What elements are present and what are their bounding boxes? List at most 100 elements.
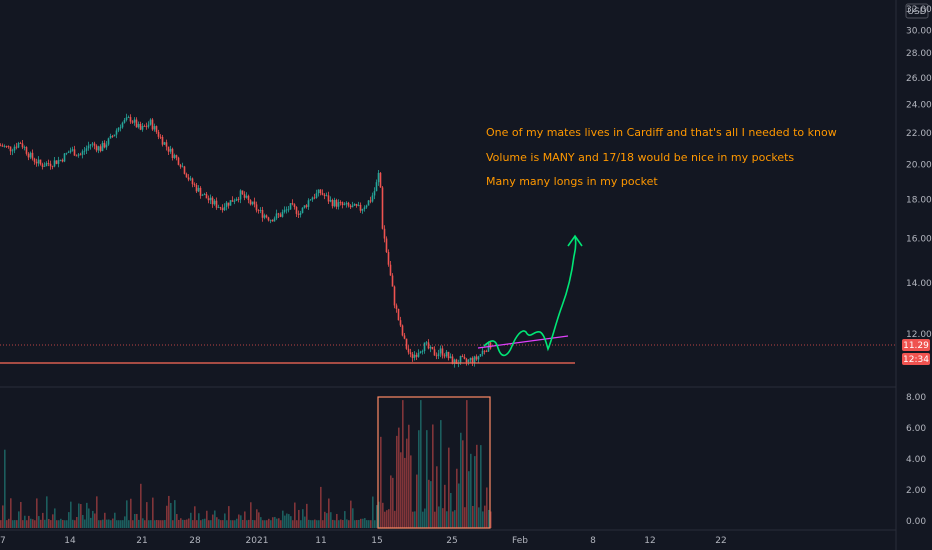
volume-bar <box>266 520 268 528</box>
volume-bar <box>172 520 174 528</box>
candle-body <box>53 160 56 167</box>
candle-body <box>363 207 366 209</box>
candle-body <box>327 195 330 202</box>
price-tick-label: 14.00 <box>906 279 932 289</box>
candle-body <box>423 342 426 352</box>
candle-body <box>435 355 438 357</box>
candle-body <box>109 135 112 139</box>
volume-bar <box>274 516 276 528</box>
volume-bar <box>460 432 462 528</box>
candle-body <box>383 228 386 239</box>
volume-bar <box>370 520 372 528</box>
candle-body <box>155 126 158 132</box>
candle-body <box>281 212 284 217</box>
volume-bar <box>136 513 138 528</box>
volume-bar <box>208 520 210 528</box>
volume-bar <box>244 511 246 528</box>
annotation-cardiff[interactable]: One of my mates lives in Cardiff and tha… <box>486 126 837 139</box>
volume-bar <box>154 520 156 528</box>
candle-body <box>261 210 264 218</box>
annotation-longs[interactable]: Many many longs in my pocket <box>486 175 658 188</box>
candle-body <box>307 200 310 207</box>
candle-body <box>395 305 398 309</box>
volume-bar <box>32 519 34 528</box>
candle-body <box>467 359 470 363</box>
countdown-tag <box>902 353 930 365</box>
candle-body <box>277 213 280 215</box>
volume-bar <box>170 502 172 528</box>
time-axis[interactable]: 7 14 21 28 2021 11 15 25 Feb 8 12 22 <box>0 536 727 546</box>
volume-bar <box>360 518 362 528</box>
volume-bar <box>422 511 424 528</box>
candle-body <box>27 153 30 158</box>
volume-bar <box>42 512 44 528</box>
volume-bar <box>478 507 480 528</box>
candle-body <box>231 200 234 202</box>
annotation-volume[interactable]: Volume is MANY and 17/18 would be nice i… <box>486 151 794 164</box>
candle-body <box>203 194 206 196</box>
volume-bar <box>76 517 78 528</box>
volume-bar <box>90 517 92 528</box>
candle-body <box>213 200 216 205</box>
trend-line[interactable] <box>477 335 569 349</box>
volume-bar <box>202 519 204 528</box>
candle-body <box>397 308 400 321</box>
volume-bar <box>282 510 284 528</box>
candle-body <box>105 144 108 148</box>
candle-body <box>15 146 18 148</box>
time-tick-label: 21 <box>136 536 147 546</box>
volume-bar <box>232 520 234 528</box>
volume-bar <box>142 518 144 528</box>
candle-body <box>243 194 246 198</box>
candle-body <box>273 218 276 222</box>
price-axis[interactable]: 32.00 30.00 28.00 26.00 24.00 22.00 20.00 18.00… <box>906 5 932 340</box>
price-tick-label: 12.00 <box>906 330 932 340</box>
volume-bar <box>130 498 132 528</box>
volume-bar <box>252 519 254 528</box>
currency-badge[interactable] <box>905 3 929 19</box>
volume-bar <box>300 520 302 528</box>
candle-body <box>349 205 352 208</box>
candle-body <box>141 125 144 130</box>
forecast-path[interactable] <box>483 235 577 357</box>
candle-body <box>263 215 266 218</box>
volume-bar <box>160 520 162 528</box>
candle-body <box>389 264 392 276</box>
candle-body <box>303 205 306 208</box>
candle-body <box>121 122 124 128</box>
candle-body <box>49 163 52 167</box>
volume-bar <box>6 520 8 528</box>
volume-bar <box>40 519 42 528</box>
volume-bar <box>462 440 464 528</box>
volume-bar <box>128 520 130 528</box>
price-tick-label: 22.00 <box>906 129 932 139</box>
candle-body <box>471 357 474 363</box>
volume-bar <box>440 420 442 528</box>
volume-bar <box>482 511 484 528</box>
volume-bar <box>10 498 12 528</box>
volume-bar <box>290 516 292 528</box>
volume-bar <box>246 520 248 528</box>
candle-body <box>441 348 444 356</box>
candle-body <box>267 217 270 221</box>
volume-bar <box>118 520 120 528</box>
time-tick-label: 11 <box>315 536 326 546</box>
volume-axis[interactable]: 8.00 6.00 4.00 2.00 0.00 <box>906 393 926 527</box>
candle-body <box>339 202 342 204</box>
candle-body <box>371 195 374 202</box>
volume-bar <box>50 520 52 528</box>
volume-bar <box>204 518 206 528</box>
candle-body <box>247 195 250 201</box>
candle-body <box>315 193 318 198</box>
volume-bar <box>200 520 202 528</box>
volume-bar <box>198 513 200 528</box>
candle-body <box>259 210 262 211</box>
volume-bar <box>218 519 220 528</box>
volume-bar <box>380 436 382 528</box>
candle-body <box>73 149 76 156</box>
candle-body <box>211 197 214 205</box>
volume-bar <box>446 511 448 528</box>
volume-highlight-box[interactable] <box>377 396 491 529</box>
volume-bar <box>472 505 474 528</box>
